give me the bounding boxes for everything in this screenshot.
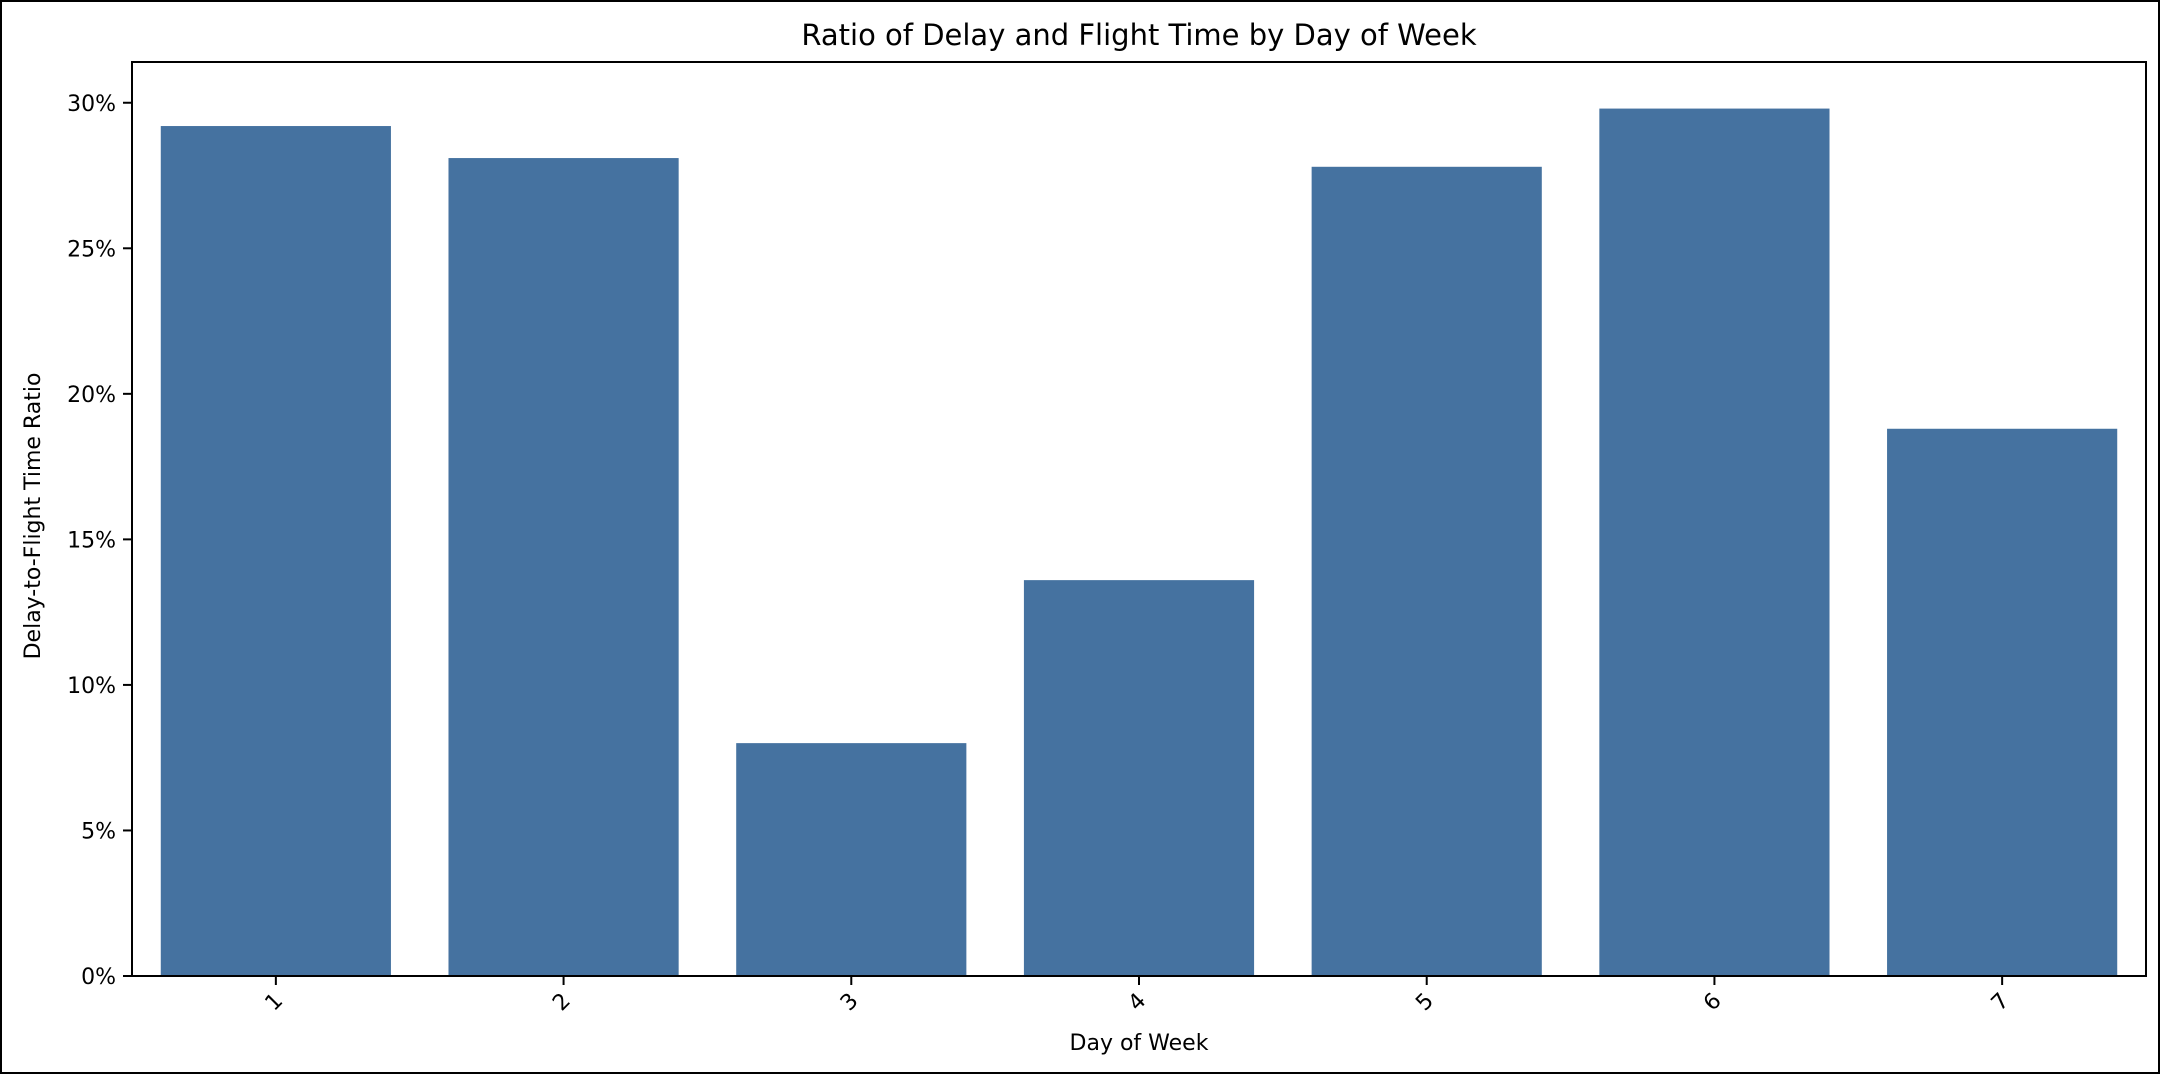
- bar-day-6: [1599, 108, 1830, 977]
- y-axis-ticks: 0% 5% 10% 15% 20% 25% 30%: [67, 92, 132, 990]
- y-axis-label: Delay-to-Flight Time Ratio: [21, 373, 46, 660]
- chart-title: Ratio of Delay and Flight Time by Day of…: [801, 18, 1476, 52]
- bar-day-1: [160, 126, 391, 977]
- x-tick-label-day-5: 5: [1411, 989, 1439, 1017]
- x-tick-label-day-4: 4: [1124, 989, 1152, 1017]
- x-tick-label-day-6: 6: [1699, 989, 1727, 1017]
- y-tick-label: 15%: [67, 528, 116, 553]
- bar-day-7: [1887, 428, 2118, 976]
- y-tick-label: 10%: [67, 674, 116, 699]
- y-tick-label: 25%: [67, 237, 116, 262]
- x-tick-label-day-3: 3: [836, 989, 864, 1017]
- x-tick-label-day-7: 7: [1987, 989, 2015, 1017]
- bar-day-4: [1023, 580, 1255, 976]
- y-tick-label: 0%: [81, 965, 116, 990]
- bar-day-3: [736, 743, 967, 976]
- bar-day-5: [1311, 166, 1542, 977]
- x-axis-ticks: 1 2 3 4 5 6 7: [261, 976, 2015, 1017]
- x-axis-label: Day of Week: [1070, 1031, 1209, 1056]
- x-tick-label-day-2: 2: [548, 989, 576, 1017]
- bars: [160, 108, 2118, 977]
- y-tick-label: 20%: [67, 383, 116, 408]
- x-tick-label-day-1: 1: [261, 989, 289, 1017]
- y-tick-label: 30%: [67, 92, 116, 117]
- bar-day-2: [448, 158, 679, 977]
- y-tick-label: 5%: [81, 819, 116, 844]
